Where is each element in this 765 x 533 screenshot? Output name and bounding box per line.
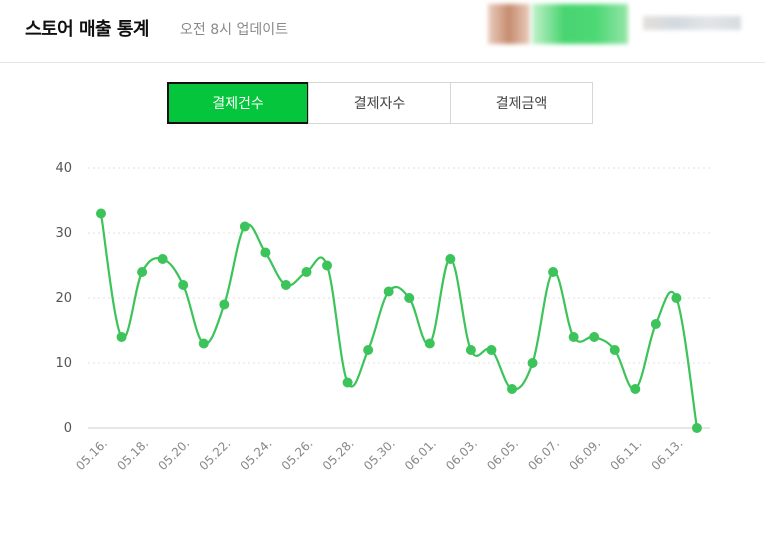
data-point <box>465 345 476 355</box>
data-point <box>527 358 538 368</box>
data-point <box>650 319 661 329</box>
data-point <box>486 345 497 355</box>
x-tick-label: 05.28. <box>320 436 357 473</box>
y-tick-label: 0 <box>64 421 72 436</box>
data-point <box>568 332 579 342</box>
data-point <box>157 254 168 264</box>
x-tick-label: 06.11. <box>608 436 645 473</box>
y-tick-label: 40 <box>55 161 72 176</box>
data-point <box>383 286 394 297</box>
x-tick-label: 06.07. <box>525 436 562 473</box>
data-point <box>280 280 291 290</box>
y-tick-label: 20 <box>55 291 72 306</box>
data-point <box>96 208 106 219</box>
data-point <box>691 423 702 433</box>
y-tick-label: 30 <box>55 226 72 241</box>
header: 스토어 매출 통계 오전 8시 업데이트 <box>0 0 765 63</box>
x-tick-label: 05.20. <box>155 436 192 473</box>
data-point <box>507 384 517 394</box>
x-tick-label: 05.18. <box>114 436 151 473</box>
data-point <box>178 280 189 290</box>
data-point <box>589 332 600 342</box>
tab-payment-amount[interactable]: 결제금액 <box>450 82 593 124</box>
tab-payer-count[interactable]: 결제자수 <box>308 82 451 124</box>
data-point <box>342 377 353 388</box>
x-tick-label: 06.01. <box>402 436 439 473</box>
data-point <box>260 247 271 258</box>
x-tick-label: 06.13. <box>649 436 686 473</box>
data-point <box>137 267 148 277</box>
x-tick-label: 05.16. <box>73 436 110 473</box>
data-point <box>671 293 682 303</box>
data-point <box>116 332 127 342</box>
metric-tabs: 결제건수 결제자수 결제금액 <box>167 82 593 124</box>
data-point <box>630 384 641 394</box>
page-title: 스토어 매출 통계 <box>25 19 149 40</box>
data-point <box>363 345 374 355</box>
data-point <box>609 345 620 355</box>
x-tick-label: 06.05. <box>484 436 521 473</box>
update-time-label: 오전 8시 업데이트 <box>180 22 288 38</box>
x-tick-label: 05.26. <box>279 436 316 473</box>
x-tick-label: 05.30. <box>361 436 398 473</box>
tab-payment-count[interactable]: 결제건수 <box>167 82 309 124</box>
data-point <box>219 299 230 310</box>
redacted-store-name <box>532 4 628 44</box>
data-point <box>404 293 415 303</box>
data-point <box>301 267 312 277</box>
data-point <box>322 260 333 271</box>
series-line <box>99 213 699 429</box>
data-point <box>548 267 559 277</box>
data-point <box>198 338 209 349</box>
x-tick-label: 05.22. <box>197 436 234 473</box>
y-tick-label: 10 <box>55 356 72 371</box>
data-point <box>424 338 435 349</box>
x-tick-label: 06.09. <box>566 436 603 473</box>
redacted-profile-image <box>488 4 530 44</box>
redacted-account-info <box>643 16 741 30</box>
x-tick-label: 06.03. <box>443 436 480 473</box>
data-point <box>445 254 456 264</box>
data-point <box>239 221 250 232</box>
x-tick-label: 05.24. <box>238 436 275 473</box>
